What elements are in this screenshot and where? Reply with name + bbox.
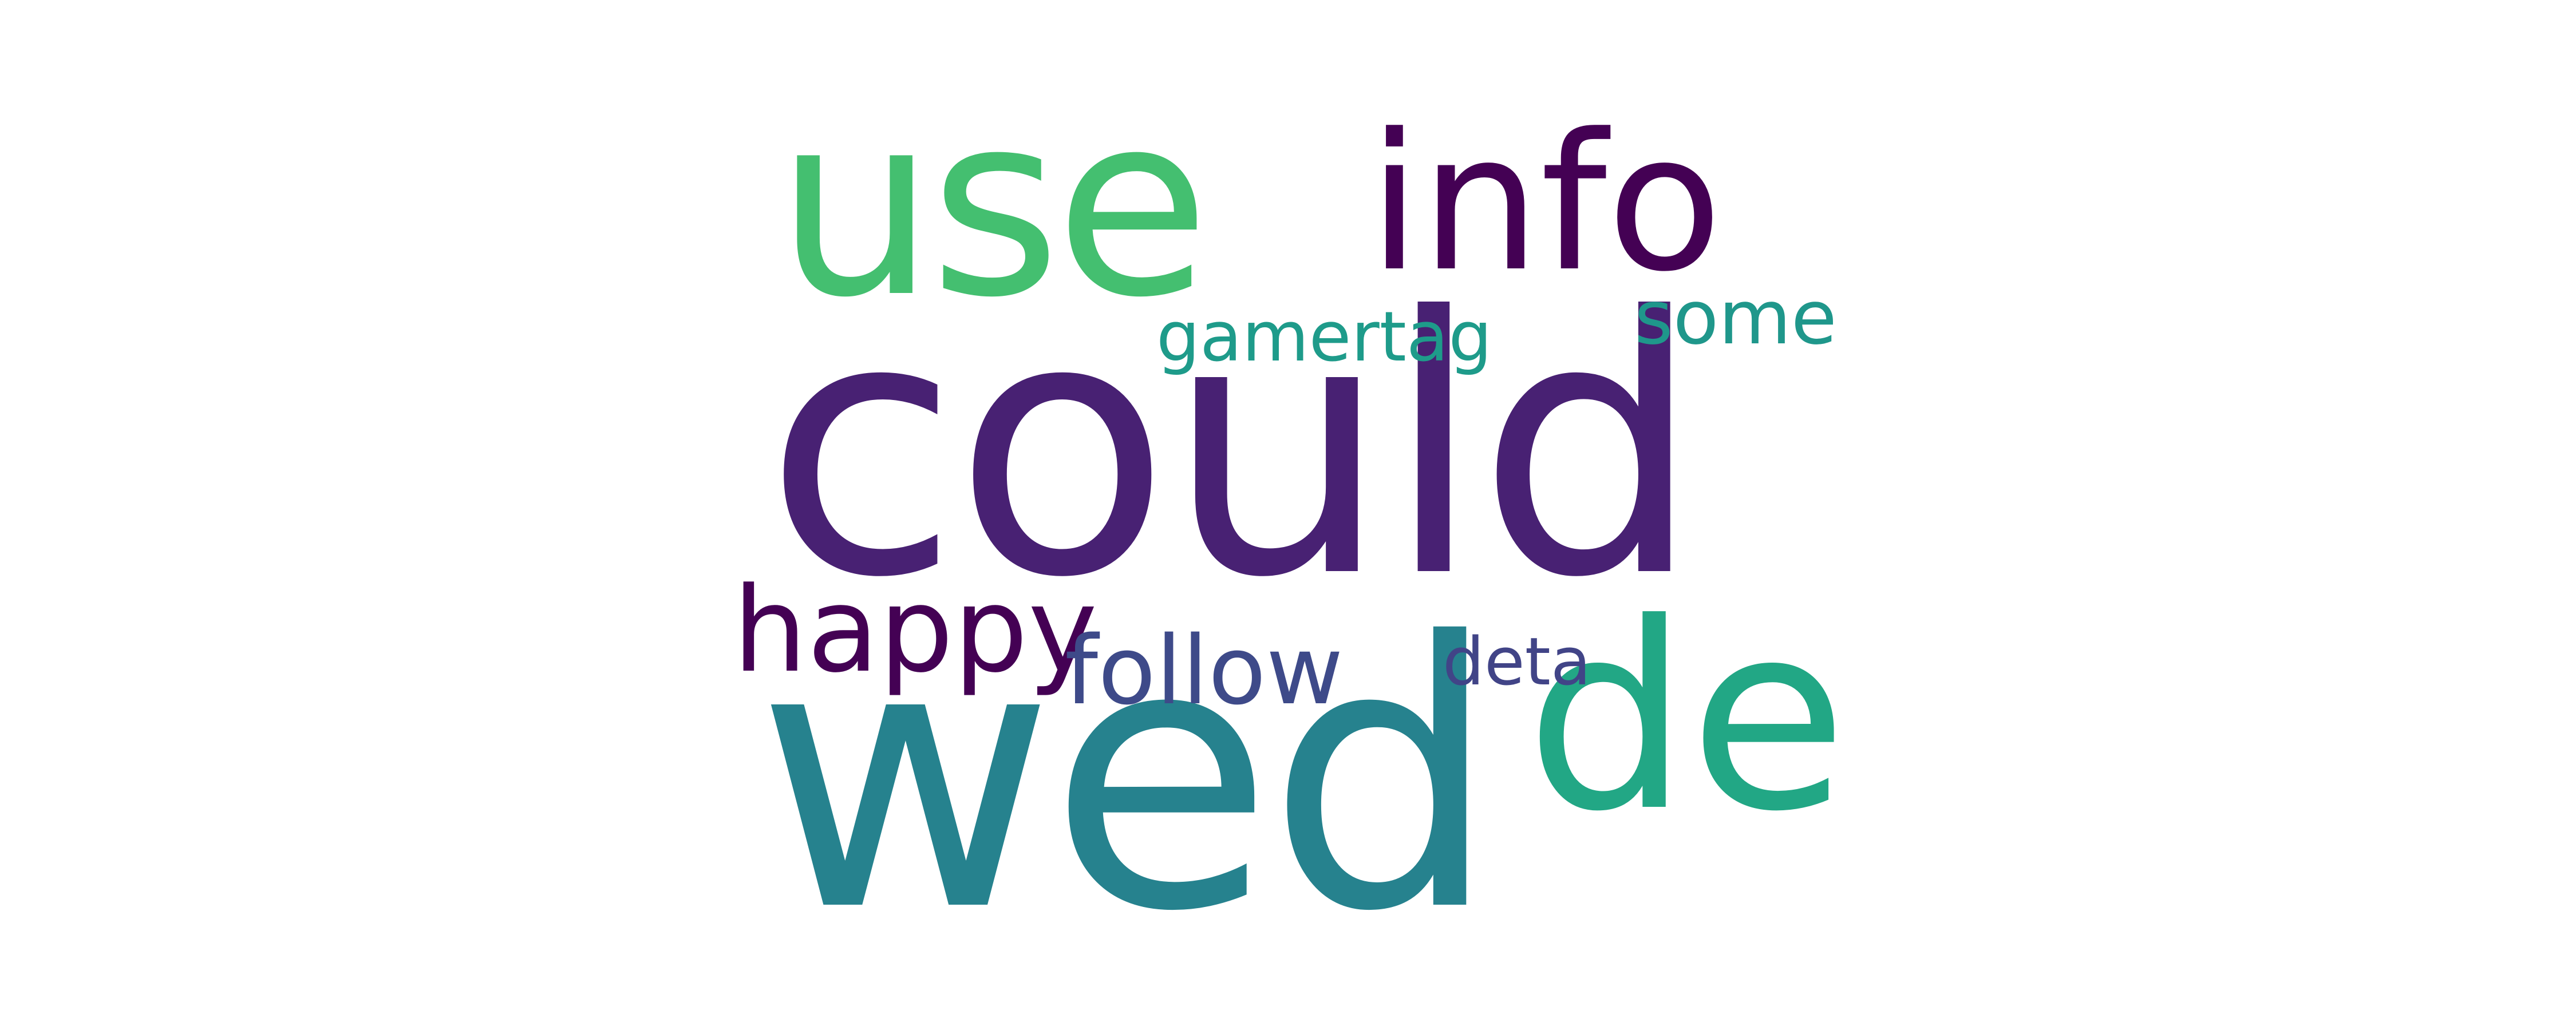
word-gamertag: gamertag xyxy=(1156,298,1492,377)
word-info: info xyxy=(1368,93,1722,313)
word-follow: follow xyxy=(1065,616,1344,726)
word-some: some xyxy=(1634,274,1837,361)
word-wed: wed xyxy=(756,565,1499,991)
word-use: use xyxy=(776,60,1210,352)
word-de: de xyxy=(1526,568,1848,868)
word-happy: happy xyxy=(733,562,1098,699)
word-could: could xyxy=(764,243,1702,655)
word-deta: deta xyxy=(1443,624,1591,700)
